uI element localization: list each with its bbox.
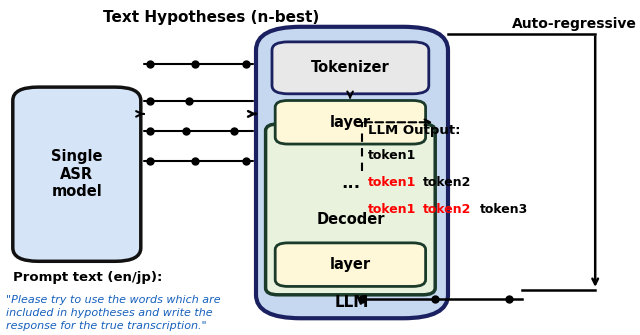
Text: Decoder: Decoder — [316, 212, 385, 227]
Text: token3: token3 — [480, 203, 528, 216]
Text: "Please try to use the words which are
included in hypotheses and write the
resp: "Please try to use the words which are i… — [6, 295, 221, 331]
Text: layer: layer — [330, 115, 371, 130]
Text: token1: token1 — [368, 176, 417, 189]
FancyBboxPatch shape — [275, 243, 426, 286]
Text: LLM Output:: LLM Output: — [368, 124, 461, 137]
Text: token2: token2 — [422, 203, 471, 216]
Text: token1: token1 — [368, 149, 417, 162]
FancyBboxPatch shape — [275, 100, 426, 144]
Text: Single
ASR
model: Single ASR model — [51, 149, 102, 199]
FancyBboxPatch shape — [256, 27, 448, 318]
Text: token1: token1 — [368, 203, 417, 216]
FancyBboxPatch shape — [266, 124, 435, 295]
FancyBboxPatch shape — [272, 42, 429, 94]
Text: Tokenizer: Tokenizer — [311, 60, 390, 75]
Text: layer: layer — [330, 257, 371, 272]
Text: Text Hypotheses (n-best): Text Hypotheses (n-best) — [103, 10, 319, 25]
Text: ...: ... — [341, 174, 360, 192]
Text: LLM: LLM — [335, 295, 369, 310]
Text: Auto-regressive: Auto-regressive — [512, 17, 637, 31]
Text: Prompt text (en/jp):: Prompt text (en/jp): — [13, 271, 162, 284]
FancyBboxPatch shape — [13, 87, 141, 261]
Text: token2: token2 — [422, 176, 471, 189]
